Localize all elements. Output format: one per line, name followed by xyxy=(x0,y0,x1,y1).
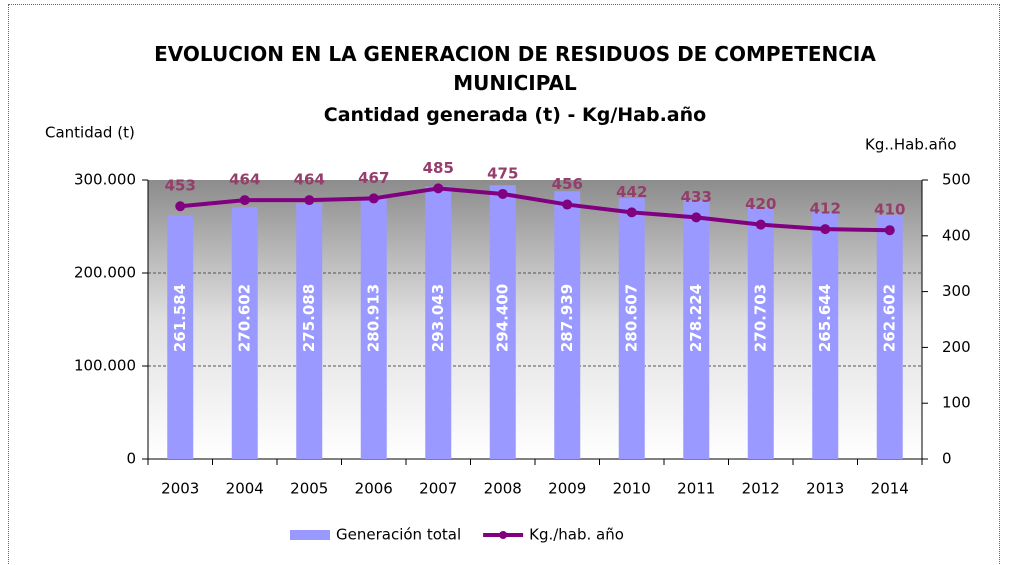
y2-tick-label: 200 xyxy=(942,338,971,356)
line-value-label: 456 xyxy=(552,175,583,193)
bar xyxy=(231,207,258,459)
y-axis-title: Cantidad (t) xyxy=(45,124,135,142)
line-value-label: 467 xyxy=(358,169,389,187)
line-value-label: 464 xyxy=(294,171,325,189)
bar xyxy=(812,211,839,459)
line-point xyxy=(497,188,508,199)
line-value-label: 433 xyxy=(681,188,712,206)
bar-value-label: 287.939 xyxy=(558,284,576,352)
line-point xyxy=(691,212,702,223)
y-tick-label: 300.000 xyxy=(74,171,136,189)
x-tick-label: 2003 xyxy=(161,480,199,498)
plot-area xyxy=(148,180,922,459)
x-tick-label: 2006 xyxy=(355,480,393,498)
y2-tick-label: 100 xyxy=(942,394,971,412)
legend-swatch xyxy=(290,530,330,540)
y2-axis-title: Kg..Hab.año xyxy=(865,136,957,154)
legend-swatch xyxy=(499,531,508,539)
line xyxy=(180,186,890,233)
y-tick-label: 0 xyxy=(126,450,136,468)
chart-title: EVOLUCION EN LA GENERACION DE RESIDUOS D… xyxy=(154,42,876,95)
bar-value-label: 265.644 xyxy=(816,284,834,352)
line-value-label: 412 xyxy=(810,200,841,218)
bar-value-label: 270.602 xyxy=(235,284,253,352)
x-tick-label: 2007 xyxy=(419,480,457,498)
x-tick-label: 2005 xyxy=(290,480,328,498)
line-value-label: 475 xyxy=(487,164,518,182)
y2-tick-label: 0 xyxy=(942,450,952,468)
bar-value-label: 262.602 xyxy=(880,284,898,352)
line-point xyxy=(562,199,573,210)
x-tick-label: 2013 xyxy=(806,480,844,498)
x-tick-label: 2010 xyxy=(613,480,651,498)
bar xyxy=(683,200,710,459)
bar xyxy=(554,191,581,459)
line-point xyxy=(175,201,186,212)
line-value-label: 464 xyxy=(229,171,260,189)
x-tick-label: 2014 xyxy=(871,480,909,498)
line-point xyxy=(626,207,637,218)
line-point xyxy=(884,225,895,236)
line-value-label: 485 xyxy=(423,159,454,177)
line-value-label: 410 xyxy=(874,201,905,219)
bar-value-label: 280.913 xyxy=(364,284,382,352)
bar xyxy=(425,186,452,459)
line-point xyxy=(239,195,250,206)
bar-value-label: 294.400 xyxy=(493,284,511,352)
line-point xyxy=(433,183,444,194)
bar-value-label: 293.043 xyxy=(429,284,447,352)
line-value-label: 420 xyxy=(745,195,776,213)
legend-label: Kg./hab. año xyxy=(529,526,624,544)
bar xyxy=(876,214,903,459)
y2-tick-label: 500 xyxy=(942,171,971,189)
x-tick-label: 2004 xyxy=(226,480,264,498)
bar-value-label: 278.224 xyxy=(687,284,705,352)
bar xyxy=(296,203,323,459)
line-point xyxy=(368,193,379,204)
y2-tick-label: 300 xyxy=(942,282,971,300)
line-point xyxy=(820,224,831,235)
x-tick-label: 2009 xyxy=(548,480,586,498)
chart-subtitle: Cantidad generada (t) - Kg/Hab.año xyxy=(323,104,707,126)
bar xyxy=(167,215,194,459)
line-value-label: 453 xyxy=(165,177,196,195)
bar-value-label: 275.088 xyxy=(300,284,318,352)
bar xyxy=(618,198,645,459)
bar xyxy=(489,185,516,459)
x-tick-label: 2012 xyxy=(742,480,780,498)
bar xyxy=(360,197,387,459)
line-point xyxy=(755,219,766,230)
legend-label: Generación total xyxy=(336,526,461,544)
x-tick-label: 2011 xyxy=(677,480,715,498)
y2-tick-label: 400 xyxy=(942,226,971,244)
bar-value-label: 270.703 xyxy=(751,284,769,352)
line-point xyxy=(304,195,315,206)
bar-value-label: 280.607 xyxy=(622,284,640,352)
frame xyxy=(8,4,1000,565)
y-tick-label: 200.000 xyxy=(74,264,136,282)
bar-value-label: 261.584 xyxy=(171,284,189,352)
bar xyxy=(747,207,774,459)
x-tick-label: 2008 xyxy=(484,480,522,498)
y-tick-label: 100.000 xyxy=(74,357,136,375)
line-value-label: 442 xyxy=(616,183,647,201)
